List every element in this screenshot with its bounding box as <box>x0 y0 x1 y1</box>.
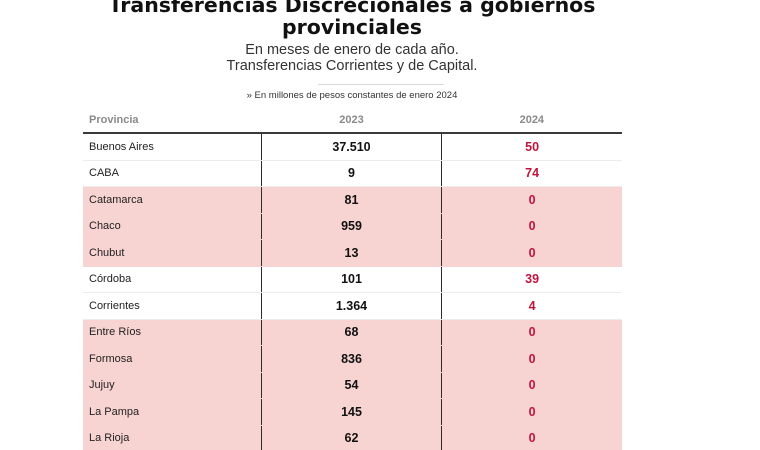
cell-value-2023: 101 <box>260 266 442 293</box>
cell-provincia: Entre Ríos <box>83 319 262 346</box>
cell-value-2023: 145 <box>260 398 442 426</box>
cell-provincia: Jujuy <box>83 372 262 399</box>
cell-value-2023: 54 <box>260 372 442 399</box>
header-2023: 2023 <box>261 108 442 134</box>
table-row: La Rioja 62 0 <box>83 425 622 450</box>
table-row: Córdoba 101 39 <box>83 266 622 293</box>
chart-subtitle: En meses de enero de cada año. Transfere… <box>60 42 644 74</box>
cell-value-2024: 39 <box>441 266 622 293</box>
table-row: Buenos Aires 37.510 50 <box>83 133 622 161</box>
table-row: Entre Ríos 68 0 <box>83 319 622 346</box>
table-row: Corrientes 1.364 4 <box>83 292 622 320</box>
cell-value-2023: 37.510 <box>260 133 442 161</box>
transfers-table: Provincia 2023 2024 Buenos Aires 37.510 50… <box>83 108 622 450</box>
cell-value-2024: 0 <box>441 239 622 267</box>
table-row: La Pampa 145 0 <box>83 398 622 426</box>
table-row: Jujuy 54 0 <box>83 372 622 399</box>
cell-value-2024: 4 <box>441 292 622 320</box>
cell-value-2023: 1.364 <box>260 292 442 320</box>
chart-title: Transferencias Discrecionales a gobierno… <box>108 0 596 39</box>
table-body: Buenos Aires 37.510 50 CABA 9 74 Catamarca 81 0 C… <box>83 133 622 450</box>
header-provincia: Provincia <box>83 108 262 134</box>
header-2024: 2024 <box>441 108 622 134</box>
cell-provincia: Buenos Aires <box>83 133 262 161</box>
cell-provincia: Córdoba <box>83 266 262 293</box>
cell-value-2024: 74 <box>441 160 622 187</box>
cell-provincia: Formosa <box>83 345 262 373</box>
title-divider <box>318 84 444 85</box>
cell-provincia: Chaco <box>83 213 262 240</box>
cell-provincia: La Pampa <box>83 398 262 426</box>
cell-value-2023: 836 <box>260 345 442 373</box>
cell-provincia: Catamarca <box>83 186 262 214</box>
cell-value-2024: 0 <box>441 213 622 240</box>
cell-value-2023: 81 <box>260 186 442 214</box>
table-row: Catamarca 81 0 <box>83 186 622 214</box>
table-row: Formosa 836 0 <box>83 345 622 373</box>
cell-provincia: CABA <box>83 160 262 187</box>
cell-value-2023: 62 <box>260 425 442 450</box>
cell-value-2024: 0 <box>441 372 622 399</box>
table-row: Chubut 13 0 <box>83 239 622 267</box>
cell-value-2023: 9 <box>260 160 442 187</box>
cell-value-2024: 50 <box>441 133 622 161</box>
cell-value-2024: 0 <box>441 398 622 426</box>
table-row: CABA 9 74 <box>83 160 622 187</box>
cell-value-2023: 68 <box>260 319 442 346</box>
units-note: » En millones de pesos constantes de ene… <box>246 90 458 101</box>
cell-provincia: Chubut <box>83 239 262 267</box>
cell-provincia: La Rioja <box>83 425 262 450</box>
subtitle-line-1: En meses de enero de cada año. <box>245 42 459 58</box>
cell-value-2024: 0 <box>441 186 622 214</box>
cell-value-2024: 0 <box>441 345 622 373</box>
cell-provincia: Corrientes <box>83 292 262 320</box>
table-header-row: Provincia 2023 2024 <box>83 108 622 134</box>
cell-value-2023: 13 <box>260 239 442 267</box>
table-row: Chaco 959 0 <box>83 213 622 240</box>
subtitle-line-2: Transferencias Corrientes y de Capital. <box>226 58 478 74</box>
cell-value-2023: 959 <box>260 213 442 240</box>
cell-value-2024: 0 <box>441 319 622 346</box>
cell-value-2024: 0 <box>441 425 622 450</box>
